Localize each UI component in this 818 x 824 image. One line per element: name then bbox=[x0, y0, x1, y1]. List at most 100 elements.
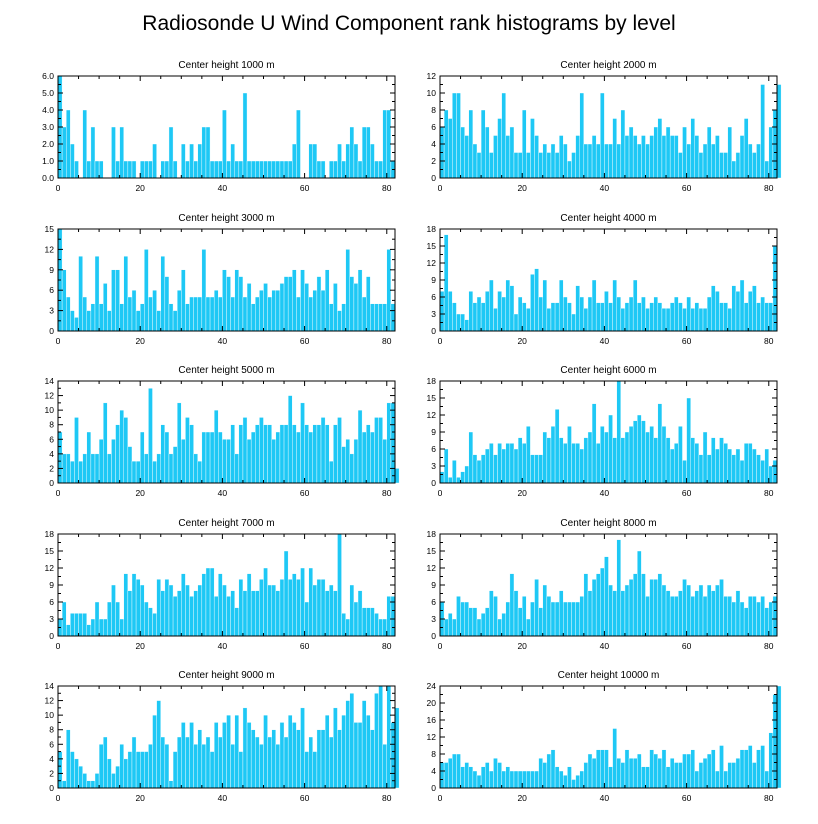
histogram-bar bbox=[300, 269, 305, 332]
histogram-bar bbox=[686, 397, 691, 484]
histogram-bar bbox=[271, 439, 277, 484]
panel-title: Center height 5000 m bbox=[178, 365, 274, 376]
histogram-bar bbox=[292, 573, 297, 637]
histogram-bar bbox=[678, 426, 683, 484]
histogram-bar bbox=[719, 437, 724, 484]
histogram-bar bbox=[563, 296, 568, 332]
histogram-bar bbox=[546, 152, 552, 179]
x-tick-label: 0 bbox=[56, 183, 61, 193]
histogram-bar bbox=[185, 160, 190, 179]
histogram-bar bbox=[690, 118, 696, 179]
x-tick-label: 60 bbox=[300, 793, 310, 803]
panel-title: Center height 3000 m bbox=[178, 213, 274, 224]
histogram-bar bbox=[213, 409, 219, 484]
histogram-bar bbox=[127, 446, 133, 484]
histogram-bar bbox=[333, 424, 338, 484]
histogram-bar bbox=[181, 722, 186, 789]
histogram-bar bbox=[168, 584, 174, 637]
histogram-bar bbox=[230, 424, 235, 484]
histogram-bar bbox=[329, 736, 334, 789]
histogram-bar bbox=[476, 296, 482, 332]
histogram-bar bbox=[242, 92, 248, 179]
y-tick-label: 0 bbox=[49, 478, 54, 488]
histogram-bar bbox=[123, 160, 129, 179]
histogram-bar bbox=[172, 446, 178, 484]
histogram-bar bbox=[665, 437, 671, 484]
histogram-bar bbox=[690, 437, 696, 484]
histogram-bar bbox=[632, 279, 638, 332]
histogram-bar bbox=[702, 308, 708, 332]
histogram-bar bbox=[752, 762, 757, 789]
histogram-bar bbox=[752, 448, 757, 484]
y-tick-label: 3 bbox=[431, 461, 436, 471]
histogram-bar bbox=[563, 601, 568, 637]
histogram-bar bbox=[698, 584, 704, 637]
y-tick-label: 12 bbox=[427, 563, 437, 573]
histogram-bar bbox=[591, 135, 597, 179]
histogram-bar bbox=[292, 424, 297, 484]
histogram-bar bbox=[337, 310, 342, 332]
x-tick-label: 20 bbox=[517, 336, 527, 346]
histogram-bar bbox=[353, 722, 359, 789]
histogram-bar bbox=[641, 766, 646, 789]
histogram-bar bbox=[205, 431, 211, 484]
histogram-bar bbox=[694, 770, 700, 789]
y-tick-label: 18 bbox=[45, 529, 55, 539]
histogram-bar bbox=[534, 135, 539, 179]
histogram-bar bbox=[250, 303, 256, 332]
histogram-bar bbox=[357, 160, 363, 179]
histogram-bar bbox=[760, 596, 765, 637]
histogram-bar bbox=[127, 160, 133, 179]
histogram-bar bbox=[776, 84, 782, 179]
histogram-bar bbox=[706, 296, 712, 332]
x-tick-label: 40 bbox=[600, 793, 610, 803]
x-tick-label: 20 bbox=[135, 336, 145, 346]
histogram-bar bbox=[86, 780, 92, 789]
histogram-bar bbox=[234, 160, 240, 179]
histogram-bar bbox=[181, 573, 186, 637]
histogram-bar bbox=[345, 700, 350, 789]
histogram-bar bbox=[357, 722, 363, 789]
y-tick-label: 12 bbox=[427, 258, 437, 268]
histogram-bar bbox=[456, 753, 461, 789]
histogram-bar bbox=[70, 143, 75, 179]
histogram-bar bbox=[82, 773, 87, 789]
histogram-bar bbox=[271, 160, 277, 179]
histogram-bar bbox=[345, 249, 350, 332]
x-tick-label: 80 bbox=[382, 488, 392, 498]
histogram-bar bbox=[489, 590, 494, 637]
histogram-bar bbox=[772, 694, 778, 789]
histogram-bar bbox=[82, 453, 87, 484]
histogram-bar bbox=[637, 753, 642, 789]
histogram-bar bbox=[197, 143, 203, 179]
histogram-bar bbox=[135, 310, 141, 332]
histogram-bar bbox=[366, 714, 371, 789]
histogram-bar bbox=[513, 152, 519, 179]
histogram-bar bbox=[337, 533, 342, 637]
histogram-bar bbox=[390, 402, 396, 484]
histogram-bar bbox=[509, 285, 515, 332]
histogram-bar bbox=[628, 579, 634, 637]
histogram-bar bbox=[558, 279, 564, 332]
histogram-bar bbox=[517, 296, 523, 332]
histogram-bar bbox=[226, 439, 231, 484]
y-tick-label: 18 bbox=[427, 376, 437, 386]
histogram-bar bbox=[711, 285, 716, 332]
y-tick-label: 14 bbox=[45, 681, 55, 691]
histogram-bar bbox=[234, 607, 240, 637]
histogram-bar bbox=[439, 471, 445, 484]
x-tick-label: 0 bbox=[438, 183, 443, 193]
histogram-bar bbox=[472, 143, 478, 179]
histogram-bar bbox=[616, 380, 622, 484]
histogram-bar bbox=[234, 269, 240, 332]
histogram-bar bbox=[719, 579, 724, 637]
histogram-bar bbox=[386, 685, 392, 789]
histogram-bar bbox=[653, 753, 659, 789]
x-tick-label: 40 bbox=[218, 488, 228, 498]
histogram-bar bbox=[329, 303, 334, 332]
histogram-bar bbox=[567, 302, 572, 332]
histogram-bar bbox=[632, 135, 638, 179]
histogram-bar bbox=[472, 770, 478, 789]
histogram-bar bbox=[706, 454, 712, 484]
